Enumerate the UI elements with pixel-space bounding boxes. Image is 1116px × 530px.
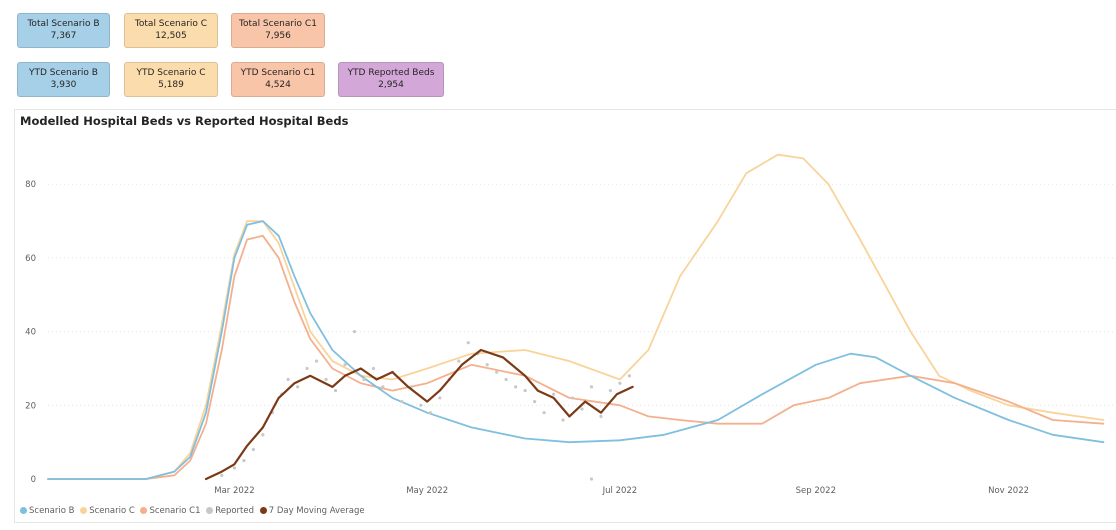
legend-item-scenario-c1[interactable]: Scenario C1 bbox=[140, 506, 200, 516]
legend-dot bbox=[259, 507, 267, 514]
card-value: 12,505 bbox=[155, 31, 187, 41]
card-value: 3,930 bbox=[50, 80, 77, 90]
reported-point bbox=[618, 381, 622, 385]
reported-point bbox=[220, 473, 224, 477]
chart-legend[interactable]: Scenario B Scenario C Scenario C1 Report… bbox=[20, 506, 368, 516]
legend-dot bbox=[80, 507, 88, 514]
legend-dot bbox=[20, 507, 27, 514]
reported-point bbox=[438, 396, 442, 400]
y-tick-label: 60 bbox=[25, 254, 36, 264]
reported-point bbox=[305, 366, 309, 371]
reported-point bbox=[362, 377, 366, 382]
reported-point bbox=[381, 385, 385, 389]
x-tick-label: Sep 2022 bbox=[796, 486, 836, 496]
reported-point bbox=[533, 400, 537, 404]
legend-label: Reported bbox=[215, 506, 254, 516]
reported-point bbox=[261, 433, 265, 437]
reported-point bbox=[504, 377, 508, 382]
total-scenario-c-card[interactable]: Total Scenario C 12,505 bbox=[124, 13, 218, 48]
card-value: 4,524 bbox=[265, 80, 291, 90]
reported-point bbox=[400, 400, 404, 404]
card-label: YTD Reported Beds bbox=[347, 68, 435, 78]
scenario-c1-line bbox=[47, 234, 1105, 480]
reported-point bbox=[589, 477, 594, 481]
reported-point bbox=[589, 385, 594, 389]
reported-point bbox=[371, 366, 376, 371]
reported-point bbox=[286, 377, 290, 382]
reported-point bbox=[466, 341, 470, 345]
legend-item-scenario-c[interactable]: Scenario C bbox=[80, 506, 135, 516]
ytd-reported-beds-card[interactable]: YTD Reported Beds 2,954 bbox=[338, 62, 444, 97]
reported-point bbox=[314, 359, 319, 363]
y-tick-label: 40 bbox=[25, 328, 36, 338]
card-label: YTD Scenario C1 bbox=[240, 68, 316, 78]
reported-point bbox=[551, 392, 556, 396]
card-label: YTD Scenario C bbox=[136, 68, 206, 78]
reported-point bbox=[419, 403, 423, 407]
reported-point bbox=[495, 370, 499, 374]
y-tick-label: 0 bbox=[31, 475, 36, 485]
reported-point bbox=[570, 396, 575, 400]
reported-point bbox=[343, 363, 347, 367]
moving-average-line bbox=[204, 348, 634, 481]
reported-point bbox=[523, 388, 527, 393]
x-tick-label: May 2022 bbox=[406, 486, 448, 496]
total-scenario-c1-card[interactable]: Total Scenario C1 7,956 bbox=[231, 13, 325, 48]
y-tick-label: 80 bbox=[25, 180, 36, 190]
legend-label: Scenario B bbox=[29, 506, 75, 516]
reported-point bbox=[428, 411, 432, 415]
legend-dot bbox=[140, 507, 148, 514]
card-value: 7,956 bbox=[265, 31, 291, 41]
reported-point bbox=[333, 388, 338, 393]
reported-point bbox=[561, 418, 565, 422]
chart-title: Modelled Hospital Beds vs Reported Hospi… bbox=[20, 114, 349, 128]
legend-label: 7 Day Moving Average bbox=[268, 506, 365, 516]
reported-point bbox=[580, 407, 584, 411]
reported-point bbox=[232, 466, 237, 470]
reported-point bbox=[457, 359, 461, 363]
reported-point bbox=[514, 385, 518, 389]
scenario-c-line bbox=[47, 153, 1105, 480]
card-value: 5,189 bbox=[158, 80, 184, 90]
reported-point bbox=[352, 330, 357, 334]
x-tick-label: Jul 2022 bbox=[602, 486, 638, 496]
ytd-scenario-c-card[interactable]: YTD Scenario C 5,189 bbox=[124, 62, 218, 97]
legend-label: Scenario C bbox=[89, 506, 135, 516]
legend-dot bbox=[206, 507, 214, 514]
legend-item-7-day-moving-average[interactable]: 7 Day Moving Average bbox=[259, 506, 365, 516]
legend-label: Scenario C1 bbox=[149, 506, 201, 516]
card-label: Total Scenario C bbox=[134, 19, 208, 29]
chart-panel bbox=[14, 109, 1116, 523]
reported-point bbox=[296, 385, 300, 389]
ytd-scenario-b-card[interactable]: YTD Scenario B 3,930 bbox=[17, 62, 110, 97]
ytd-scenario-c1-card[interactable]: YTD Scenario C1 4,524 bbox=[231, 62, 325, 97]
reported-point bbox=[608, 388, 613, 393]
card-label: YTD Scenario B bbox=[29, 68, 98, 78]
x-tick-label: Mar 2022 bbox=[214, 486, 254, 496]
reported-point bbox=[485, 363, 489, 367]
legend-item-scenario-b[interactable]: Scenario B bbox=[20, 506, 74, 516]
card-label: Total Scenario B bbox=[27, 19, 100, 29]
reported-point bbox=[627, 374, 631, 378]
x-tick-label: Nov 2022 bbox=[988, 486, 1029, 496]
reported-point bbox=[251, 447, 255, 452]
card-value: 2,954 bbox=[378, 80, 404, 90]
scenario-b-line bbox=[47, 220, 1105, 480]
reported-point bbox=[242, 458, 246, 463]
y-tick-label: 20 bbox=[25, 401, 36, 411]
card-value: 7,367 bbox=[50, 31, 77, 41]
reported-point bbox=[599, 414, 603, 418]
card-label: Total Scenario C1 bbox=[239, 19, 317, 29]
reported-point bbox=[324, 377, 328, 382]
legend-item-reported[interactable]: Reported bbox=[206, 506, 254, 516]
reported-point bbox=[542, 411, 546, 415]
total-scenario-b-card[interactable]: Total Scenario B 7,367 bbox=[17, 13, 110, 48]
